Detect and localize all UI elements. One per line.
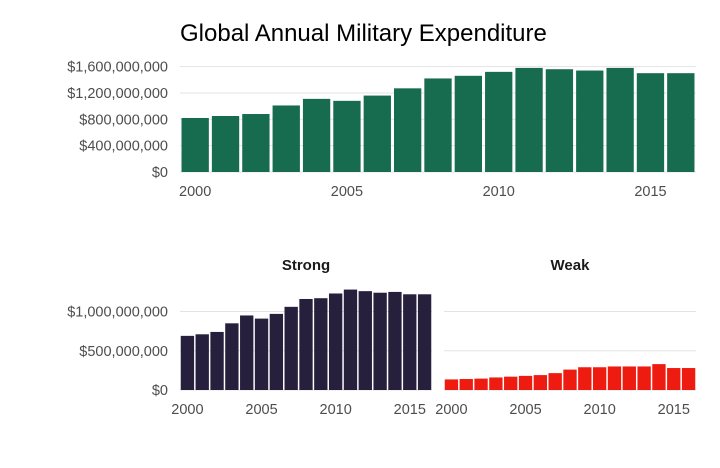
global-y-tick-label: $1,600,000,000	[67, 60, 168, 76]
weak-bar-2005	[518, 375, 533, 390]
weak-panel: 2000 2005 2010 2015	[435, 311, 696, 418]
weak-x-tick-label: 2005	[509, 402, 541, 418]
weak-bar-2002	[474, 378, 488, 390]
weak-bar-2003	[489, 377, 503, 390]
strong-bar-2008	[299, 298, 313, 390]
global-bar-2003	[272, 105, 300, 172]
weak-bar-2014	[652, 364, 666, 390]
strong-bar-2009	[314, 298, 328, 390]
strong-x-tick-label: 2010	[320, 402, 352, 418]
weak-bar-2007	[548, 373, 562, 390]
global-bar-2001	[211, 116, 240, 172]
strong-bar-2001	[195, 334, 209, 390]
weak-bar-2015	[667, 368, 681, 390]
global-bar-2006	[363, 95, 391, 172]
weak-x-tick-label: 2010	[584, 402, 616, 418]
global-bar-2009	[454, 75, 483, 172]
global-bar-2016	[667, 73, 695, 172]
strong-y-tick-label: $500,000,000	[79, 344, 168, 360]
global-y-tick-label: $800,000,000	[79, 112, 168, 128]
strong-bar-2006	[269, 313, 284, 390]
global-panel: $0 $400,000,000 $800,000,000 $1,200,000,000…	[67, 60, 696, 200]
global-bar-2011	[515, 67, 543, 172]
strong-x-tick-label: 2000	[171, 402, 203, 418]
global-bar-2014	[606, 67, 634, 172]
global-y-tick-label: $400,000,000	[79, 139, 168, 155]
global-bar-2005	[333, 100, 361, 172]
global-bar-2008	[424, 78, 452, 172]
strong-panel: $0 $500,000,000 $1,000,000,000 2000 2005 2010…	[67, 289, 432, 418]
facet-label-strong: Strong	[282, 257, 330, 274]
strong-bar-2005	[254, 318, 269, 390]
strong-bar-2007	[284, 306, 298, 390]
strong-bar-2011	[343, 289, 358, 390]
global-y-tick-label: $0	[152, 165, 168, 181]
global-x-tick-label: 2005	[331, 184, 363, 200]
weak-bar-2012	[622, 366, 636, 390]
strong-bar-2000	[180, 335, 195, 390]
global-bar-2013	[576, 70, 604, 172]
weak-bar-2006	[533, 375, 548, 390]
weak-bar-2010	[592, 367, 607, 390]
weak-bar-2004	[504, 376, 518, 390]
global-x-tick-label: 2010	[483, 184, 515, 200]
weak-bar-2011	[607, 366, 622, 390]
strong-bar-2013	[373, 292, 387, 390]
facet-label-weak: Weak	[551, 257, 591, 274]
weak-bar-2013	[637, 366, 651, 390]
strong-bar-2010	[328, 293, 343, 390]
global-bar-2002	[242, 114, 270, 172]
chart-title: Global Annual Military Expenditure	[180, 20, 547, 47]
strong-y-tick-label: $0	[152, 383, 168, 399]
global-bar-2015	[636, 73, 665, 172]
weak-bar-2000	[444, 379, 459, 390]
global-x-tick-label: 2015	[634, 184, 666, 200]
strong-bar-2015	[403, 294, 417, 390]
weak-bar-2009	[578, 367, 592, 390]
global-bar-2000	[181, 117, 209, 172]
weak-bar-2016	[681, 368, 696, 390]
weak-bar-2008	[563, 369, 577, 390]
global-bar-2004	[302, 98, 331, 172]
strong-y-tick-label: $1,000,000,000	[67, 305, 168, 321]
weak-bar-2001	[459, 379, 473, 390]
weak-x-tick-label: 2000	[435, 402, 467, 418]
strong-bar-2004	[240, 315, 254, 390]
strong-bar-2003	[225, 323, 239, 390]
strong-bar-2012	[358, 291, 372, 390]
global-x-tick-label: 2000	[179, 184, 211, 200]
global-y-tick-label: $1,200,000,000	[67, 86, 168, 102]
weak-x-tick-label: 2015	[658, 402, 690, 418]
strong-x-tick-label: 2005	[245, 402, 277, 418]
strong-bar-2014	[388, 291, 402, 390]
global-bar-2010	[485, 71, 513, 172]
strong-bar-2016	[417, 294, 432, 390]
global-bar-2007	[393, 88, 422, 172]
global-bar-2012	[545, 69, 574, 172]
strong-bar-2002	[210, 331, 224, 390]
strong-x-tick-label: 2015	[394, 402, 426, 418]
